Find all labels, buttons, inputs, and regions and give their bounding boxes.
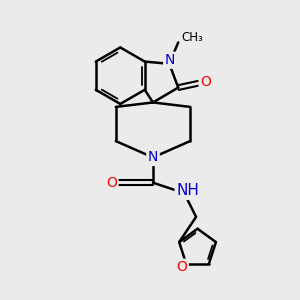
Text: O: O (176, 260, 187, 274)
Text: N: N (148, 150, 158, 164)
Text: CH₃: CH₃ (181, 32, 203, 44)
Text: NH: NH (176, 183, 199, 198)
Text: N: N (165, 53, 175, 67)
Text: O: O (200, 75, 211, 88)
Text: O: O (106, 176, 117, 190)
